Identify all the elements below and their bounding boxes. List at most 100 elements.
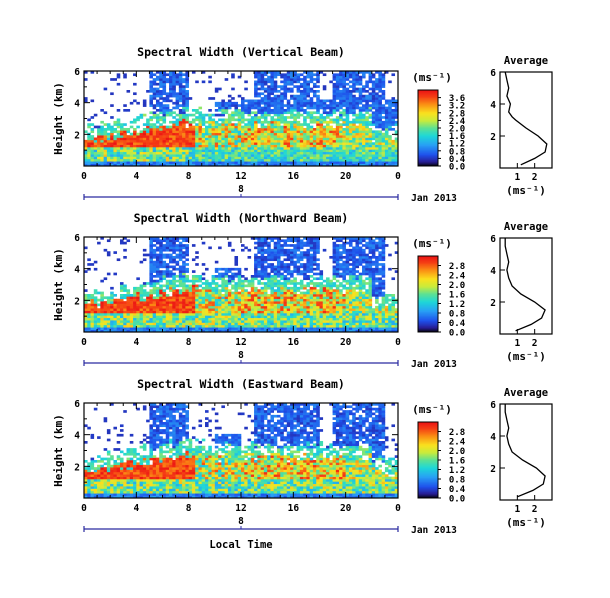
heatmap-cell <box>84 270 88 273</box>
heatmap-cell <box>241 161 245 164</box>
heatmap-cell <box>267 298 271 302</box>
heatmap-cell <box>309 106 314 110</box>
heatmap-cell <box>208 147 212 150</box>
heatmap-cell <box>227 144 232 148</box>
heatmap-cell <box>136 289 140 292</box>
heatmap-cell <box>280 142 284 145</box>
heatmap-cell <box>322 248 327 252</box>
heatmap-cell <box>388 144 392 148</box>
heatmap-cell <box>178 284 183 288</box>
heatmap-cell <box>113 163 118 167</box>
heatmap-cell <box>260 263 265 266</box>
heatmap-cell <box>237 147 242 150</box>
heatmap-cell <box>90 158 95 162</box>
heatmap-cell <box>309 158 314 162</box>
heatmap-cell <box>306 294 310 297</box>
heatmap-cell <box>273 147 278 150</box>
heatmap-cell <box>237 327 242 330</box>
heatmap-cell <box>319 284 324 288</box>
heatmap-cell <box>290 158 294 162</box>
heatmap-cell <box>178 244 183 247</box>
heatmap-cell <box>270 111 275 115</box>
heatmap-cell <box>241 104 245 107</box>
heatmap-cell <box>244 87 248 91</box>
heatmap-cell <box>90 144 95 148</box>
heatmap-cell <box>162 85 167 88</box>
heatmap-cell <box>205 154 209 157</box>
heatmap-cell <box>293 248 297 252</box>
heatmap-cell <box>309 135 314 138</box>
heatmap-cell <box>358 97 363 100</box>
heatmap-cell <box>267 284 271 288</box>
heatmap-cell <box>290 120 294 124</box>
heatmap-cell <box>97 128 101 131</box>
heatmap-cell <box>260 163 265 167</box>
heatmap-cell <box>293 104 297 107</box>
heatmap-cell <box>254 87 258 91</box>
heatmap-cell <box>182 101 186 105</box>
heatmap-cell <box>276 272 281 276</box>
heatmap-cell <box>175 267 180 271</box>
heatmap-cell <box>234 267 239 271</box>
heatmap-cell <box>165 144 170 148</box>
heatmap-cell <box>267 315 271 319</box>
heatmap-cell <box>172 279 176 283</box>
heatmap-cell <box>165 246 170 250</box>
heatmap-cell <box>211 154 216 157</box>
heatmap-cell <box>87 317 91 321</box>
colorbar-swatch <box>418 111 438 114</box>
heatmap-cell <box>162 99 167 103</box>
heatmap-cell <box>172 239 176 243</box>
heatmap-cell <box>381 132 386 136</box>
heatmap-cell <box>178 237 183 240</box>
heatmap-cell <box>309 142 314 145</box>
heatmap-cell <box>322 135 327 138</box>
heatmap-cell <box>214 149 219 153</box>
heatmap-cell <box>326 128 330 131</box>
heatmap-cell <box>345 92 350 96</box>
heatmap-cell <box>241 116 245 119</box>
heatmap-cell <box>283 75 288 79</box>
heatmap-cell <box>250 156 255 160</box>
heatmap-cell <box>283 135 288 138</box>
heatmap-cell <box>208 284 212 288</box>
heatmap-cell <box>182 132 186 136</box>
heatmap-cell <box>326 132 330 136</box>
heatmap-cell <box>195 154 199 157</box>
heatmap-cell <box>244 303 248 307</box>
heatmap-cell <box>218 147 222 150</box>
heatmap-cell <box>234 139 239 143</box>
heatmap-cell <box>178 144 183 148</box>
heatmap-cell <box>263 147 268 150</box>
heatmap-cell <box>87 322 91 326</box>
heatmap-cell <box>178 308 183 311</box>
heatmap-cell <box>273 101 278 105</box>
heatmap-cell <box>296 154 301 157</box>
heatmap-cell <box>191 118 196 122</box>
heatmap-cell <box>378 123 382 126</box>
heatmap-cell <box>93 310 98 314</box>
heatmap-cell <box>362 73 366 77</box>
heatmap-cell <box>152 270 157 273</box>
heatmap-cell <box>358 149 363 153</box>
heatmap-cell <box>316 315 320 319</box>
heatmap-cell <box>224 284 229 288</box>
heatmap-cell <box>329 313 333 316</box>
heatmap-cell <box>185 120 189 124</box>
heatmap-cell <box>391 163 396 167</box>
heatmap-cell <box>283 305 288 309</box>
heatmap-cell <box>241 149 245 153</box>
heatmap-cell <box>195 123 199 126</box>
heatmap-cell <box>303 286 307 290</box>
heatmap-cell <box>293 320 297 323</box>
heatmap-cell <box>329 149 333 153</box>
heatmap-cell <box>267 265 271 269</box>
heatmap-cell <box>348 142 353 145</box>
heatmap-cell <box>175 294 180 297</box>
heatmap-cell <box>371 104 376 107</box>
heatmap-cell <box>165 241 170 245</box>
heatmap-cell <box>123 163 127 167</box>
heatmap-cell <box>227 303 232 307</box>
heatmap-cell <box>273 130 278 134</box>
heatmap-cell <box>342 151 346 155</box>
